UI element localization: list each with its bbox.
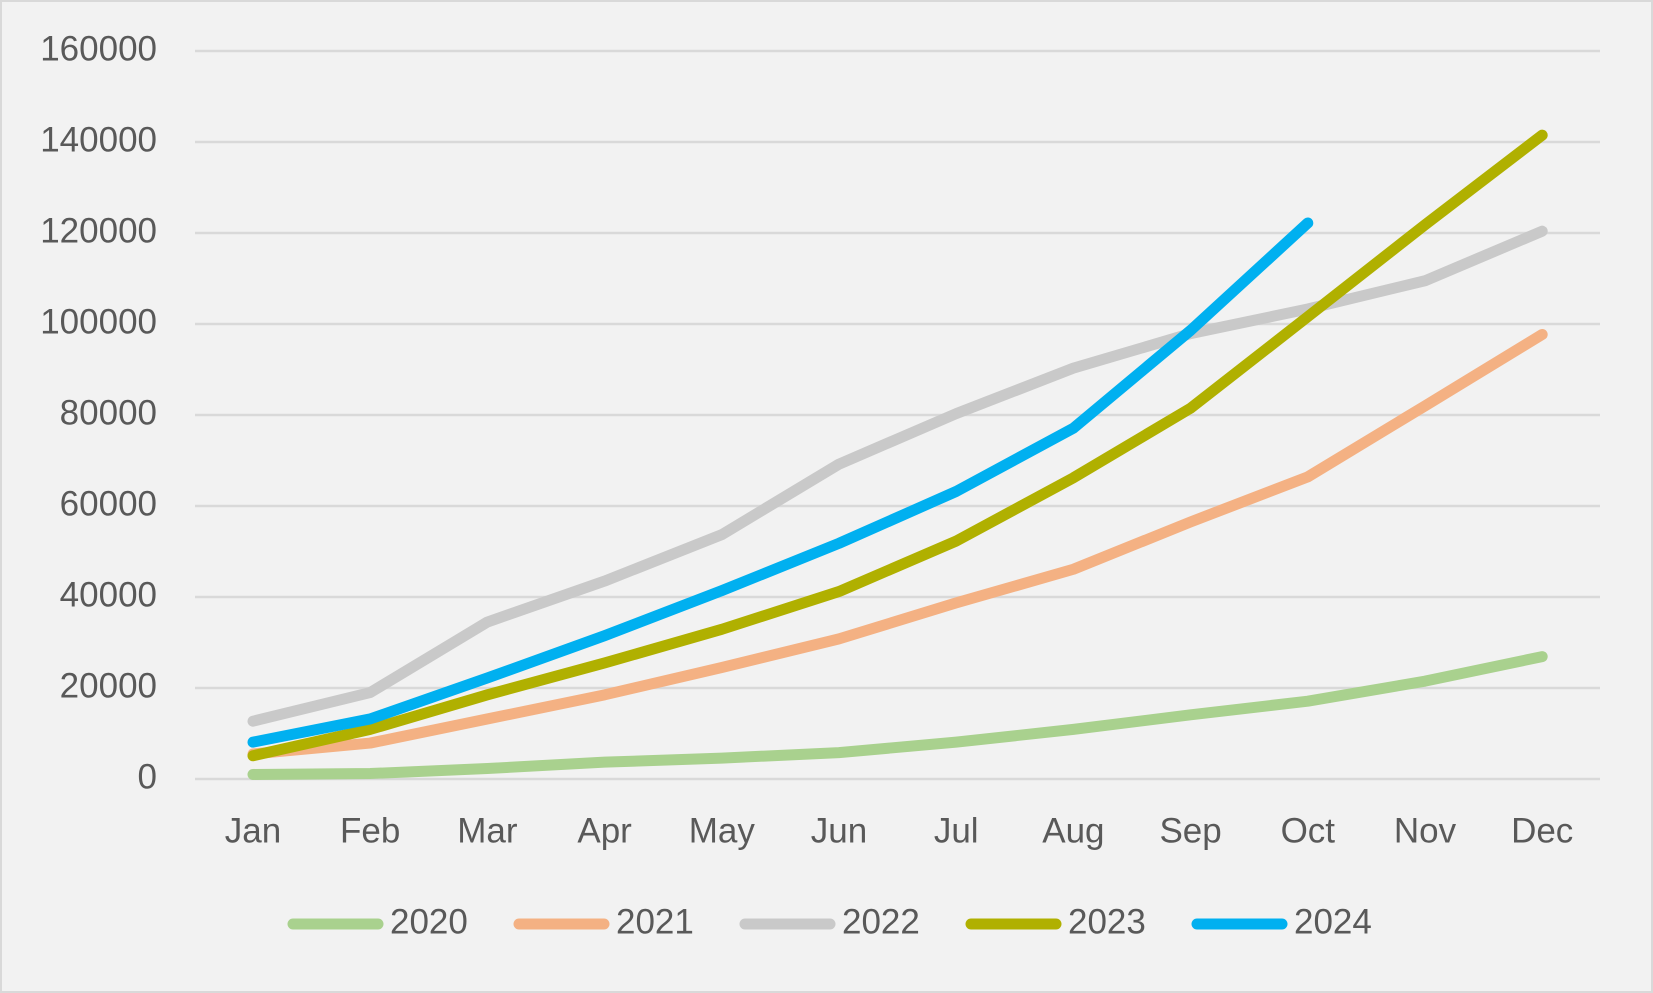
series-line [247, 129, 1548, 762]
y-tick-label: 0 [138, 757, 157, 796]
legend-label: 2020 [390, 902, 468, 941]
x-tick-label: Apr [577, 811, 632, 850]
legend-label: 2024 [1294, 902, 1372, 941]
series-line [247, 328, 1548, 760]
y-tick-label: 20000 [60, 666, 157, 705]
x-tick-label: Dec [1511, 811, 1573, 850]
x-tick-label: Jun [811, 811, 867, 850]
series-line [247, 651, 1548, 780]
y-tick-label: 160000 [40, 29, 157, 68]
x-tick-label: Aug [1042, 811, 1104, 850]
series-line [247, 217, 1314, 748]
legend-label: 2022 [842, 902, 920, 941]
x-tick-label: May [689, 811, 756, 850]
x-tick-label: Jul [934, 811, 979, 850]
x-tick-label: Oct [1281, 811, 1336, 850]
y-tick-label: 140000 [40, 120, 157, 159]
y-tick-label: 80000 [60, 393, 157, 432]
y-tick-label: 60000 [60, 484, 157, 523]
x-tick-label: Mar [457, 811, 518, 850]
x-tick-label: Jan [225, 811, 281, 850]
legend-label: 2021 [616, 902, 694, 941]
y-tick-label: 100000 [40, 302, 157, 341]
x-tick-label: Nov [1394, 811, 1457, 850]
y-tick-label: 120000 [40, 211, 157, 250]
x-tick-label: Sep [1159, 811, 1221, 850]
legend-label: 2023 [1068, 902, 1146, 941]
y-tick-label: 40000 [60, 575, 157, 614]
x-tick-label: Feb [340, 811, 400, 850]
